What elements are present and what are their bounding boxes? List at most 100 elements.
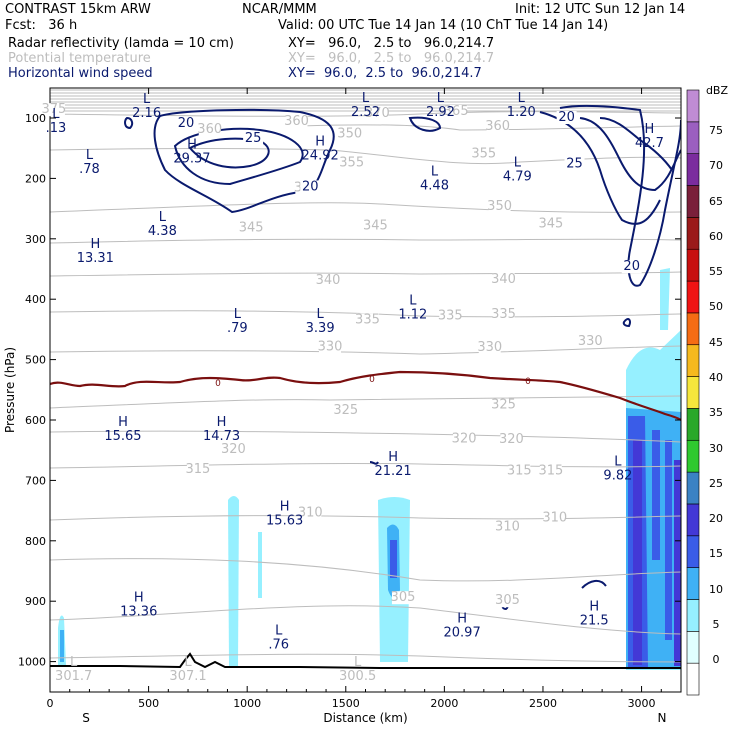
y-tick-label: 800 <box>25 535 46 548</box>
y-tick-label: 300 <box>25 233 46 246</box>
y-axis-label: Pressure (hPa) <box>3 347 17 433</box>
extremum-value: 13.36 <box>120 604 157 619</box>
extremum-value: 4.79 <box>503 169 532 184</box>
extremum-value: 1.12 <box>398 308 427 323</box>
colorbar-level-label: 30 <box>709 442 723 455</box>
colorbar-swatch <box>686 344 700 377</box>
init-time: Init: 12 UTC Sun 12 Jan 14 <box>515 2 686 17</box>
y-tick-label: 200 <box>25 172 46 185</box>
wind-label-bg <box>243 132 264 146</box>
extremum-value: .79 <box>227 321 248 336</box>
isentrope-label: 330 <box>318 340 343 355</box>
extremum-value: 24.92 <box>302 148 339 163</box>
freezing-level-label: 0 <box>369 375 375 385</box>
isentrope-label: 325 <box>333 403 358 418</box>
extremum-letter: L <box>518 91 526 106</box>
isentrope-label: 345 <box>538 216 563 231</box>
y-tick-label: 700 <box>25 474 46 487</box>
isentrope-label: 375 <box>42 102 67 117</box>
endpoint-right: N <box>658 711 667 725</box>
extremum-value: 301.7 <box>55 669 92 684</box>
isentrope-label-bg <box>391 591 414 605</box>
isentrope-label-bg <box>496 520 519 534</box>
extremum-letter: L <box>70 655 78 670</box>
colorbar-swatch <box>686 631 700 664</box>
colorbar-level-label: 35 <box>709 406 723 419</box>
isentrope-label: 360 <box>485 119 510 134</box>
extremum-value: 14.73 <box>203 429 240 444</box>
extremum-letter: L <box>184 655 192 670</box>
wind-contour-label: 20 <box>178 116 195 131</box>
x-tick-label: 1000 <box>233 697 261 710</box>
freezing-level-line <box>50 370 681 421</box>
extremum-letter: L <box>514 155 522 170</box>
extremum-value: 2.52 <box>351 105 380 120</box>
field-label-wind: Horizontal wind speed <box>8 66 153 81</box>
colorbar-swatch <box>686 662 700 696</box>
model-center: NCAR/MMM <box>242 2 317 17</box>
extremum-letter: L <box>437 91 445 106</box>
colorbar-swatch <box>686 408 700 441</box>
isentrope-label-bg <box>543 511 566 525</box>
y-tick-label: 900 <box>25 595 46 608</box>
isentrope-label-bg <box>240 221 263 235</box>
extremum-value: .76 <box>268 638 289 653</box>
wind-label-bg <box>621 260 642 274</box>
colorbar-swatch <box>686 471 700 505</box>
extremum-value: 9.82 <box>603 468 632 483</box>
isentrope-label: 355 <box>339 155 364 170</box>
isentrope-label: 335 <box>438 309 463 324</box>
extremum-value: 2.92 <box>426 105 455 120</box>
extremum-value: 21.5 <box>580 613 609 628</box>
extremum-value: 42.7 <box>635 136 664 151</box>
colorbar-level-label: 60 <box>709 230 723 243</box>
x-tick-label: 0 <box>47 697 54 710</box>
freezing-level-label: 0 <box>525 377 531 387</box>
isentrope-label: 315 <box>538 463 563 478</box>
isentrope-label-bg <box>317 274 340 288</box>
isentrope-label-bg <box>439 309 462 323</box>
extremum-letter: L <box>86 148 94 163</box>
isentrope-label-bg <box>539 217 562 231</box>
colorbar-swatch <box>686 280 700 314</box>
isentrope-label: 330 <box>578 334 603 349</box>
isentrope-label: 320 <box>221 442 246 457</box>
isentrope-label: 340 <box>491 272 516 287</box>
colorbar-level-label: 20 <box>709 512 723 525</box>
y-tick-label: 400 <box>25 293 46 306</box>
isentrope-label-bg <box>539 464 562 478</box>
field-xy-wind: XY= 96.0, 2.5 to 96.0,214.7 <box>288 66 482 81</box>
extremum-letter: L <box>143 92 151 107</box>
colorbar-level-label: 15 <box>709 547 723 560</box>
colorbar-level-label: 75 <box>709 124 723 137</box>
extremum-letter: L <box>52 107 60 122</box>
x-axis-label: Distance (km) <box>323 711 407 725</box>
extremum-letter: H <box>457 611 467 626</box>
colorbar-level-label: 65 <box>709 195 723 208</box>
wind-contour-label: 25 <box>566 157 583 172</box>
isentrope-label: 335 <box>491 307 516 322</box>
colorbar-level-label: 55 <box>709 265 723 278</box>
colorbar-level-label: 25 <box>709 477 723 490</box>
isentrope-label-bg <box>486 120 509 134</box>
isentrope-label: 320 <box>499 432 524 447</box>
isentrope-label-bg <box>445 104 468 118</box>
colorbar-swatch <box>686 121 700 154</box>
extremum-value: 20.97 <box>444 625 481 640</box>
isentrope-label: 355 <box>471 146 496 161</box>
extremum-value: 300.5 <box>339 669 376 684</box>
x-tick-label: 500 <box>138 697 159 710</box>
extremum-letter: L <box>234 307 242 322</box>
extremum-value: 15.63 <box>266 514 303 529</box>
extremum-letter: L <box>317 307 325 322</box>
colorbar-swatch <box>686 503 700 537</box>
isentrope-label: 305 <box>495 593 520 608</box>
isentrope-label: 345 <box>363 219 388 234</box>
field-xy-theta: XY= 96.0, 2.5 to 96.0,214.7 <box>288 51 495 66</box>
isentrope-label: 325 <box>491 398 516 413</box>
extremum-value: .78 <box>79 162 100 177</box>
isentrope-label-bg <box>319 340 342 354</box>
extremum-letter: H <box>388 450 398 465</box>
valid-time: Valid: 00 UTC Tue 14 Jan 14 (10 ChT Tue … <box>278 18 609 33</box>
